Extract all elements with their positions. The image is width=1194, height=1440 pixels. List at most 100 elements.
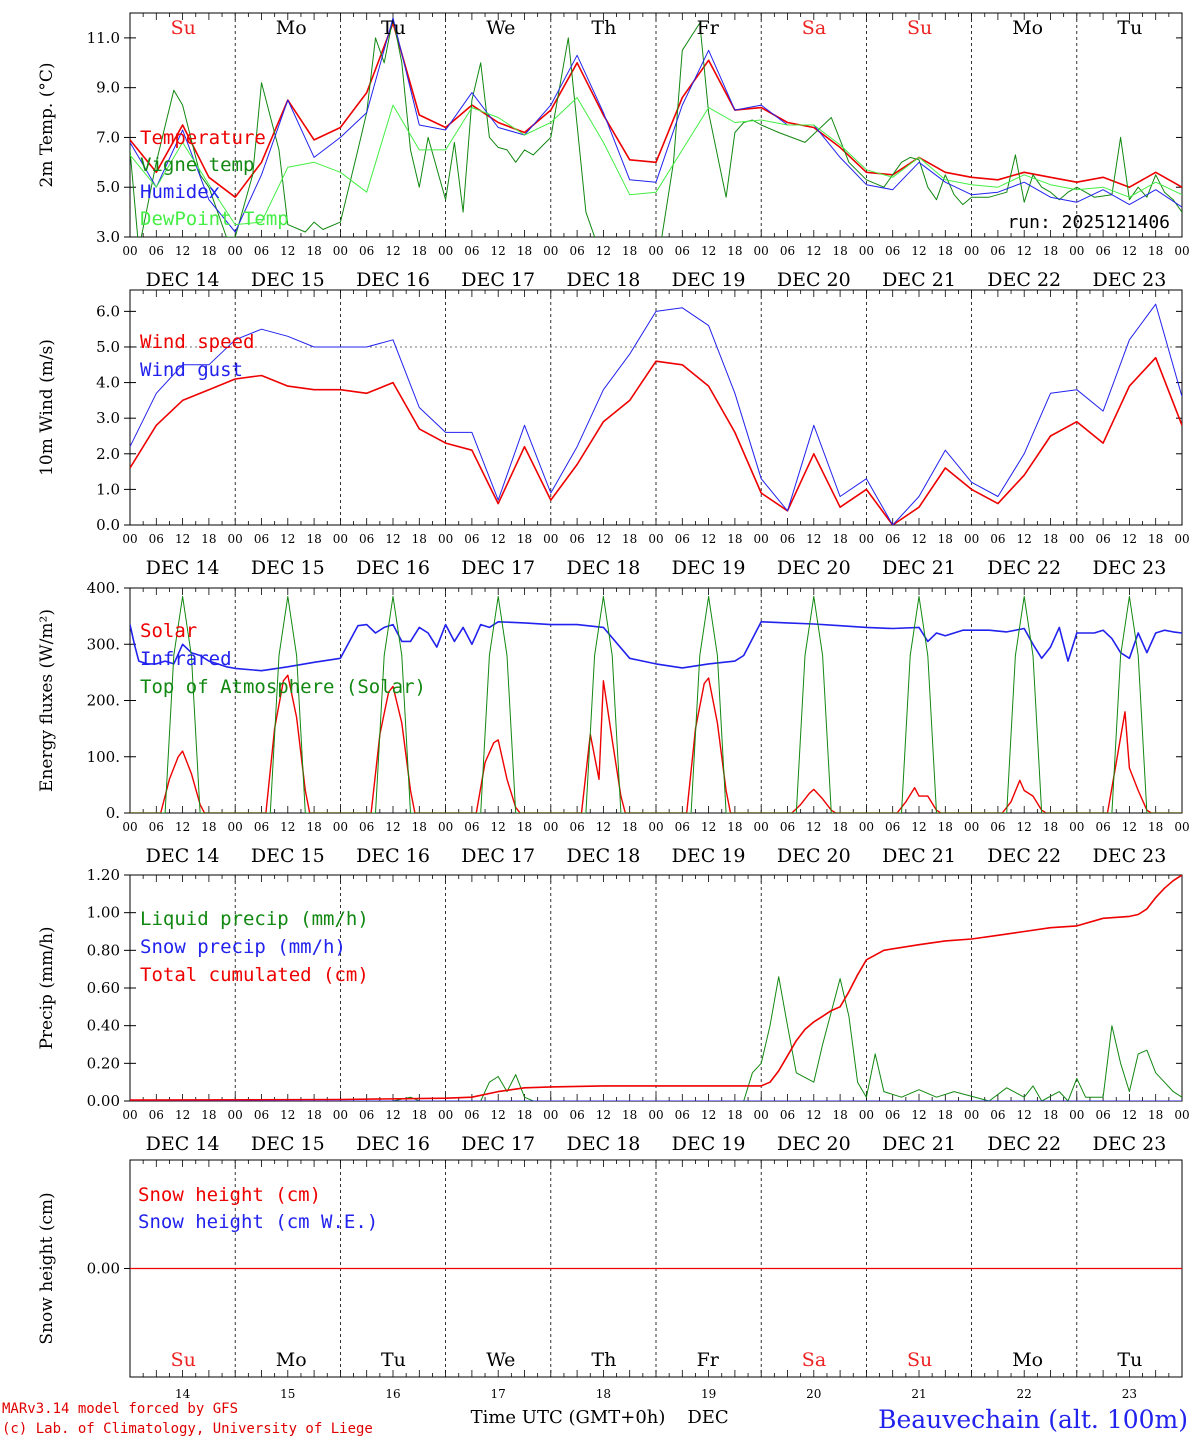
legend-entry: Total cumulated (cm) bbox=[140, 964, 369, 986]
hour-label: 00 bbox=[859, 820, 874, 834]
hour-label: 00 bbox=[964, 244, 979, 258]
panel-frame bbox=[129, 12, 1183, 238]
hour-label: 00 bbox=[1069, 244, 1084, 258]
date-label: DEC 20 bbox=[777, 557, 851, 579]
date-label: DEC 21 bbox=[882, 845, 956, 867]
hour-label: 12 bbox=[385, 244, 400, 258]
hour-label: 12 bbox=[280, 532, 295, 546]
hour-label: 06 bbox=[780, 1108, 795, 1122]
date-label: DEC 16 bbox=[356, 845, 430, 867]
day-of-week-label: Tu bbox=[1117, 1349, 1142, 1371]
y-tick-label: 6.0 bbox=[96, 302, 120, 320]
legend-entry: Top of Atmosphere (Solar) bbox=[140, 676, 426, 698]
hour-label: 18 bbox=[1043, 532, 1058, 546]
hour-label: 12 bbox=[1122, 1108, 1137, 1122]
y-axis-label: Precip (mm/h) bbox=[37, 926, 57, 1049]
date-label: DEC 15 bbox=[251, 269, 325, 291]
date-label: DEC 15 bbox=[251, 845, 325, 867]
hour-label: 06 bbox=[464, 532, 479, 546]
hour-label: 12 bbox=[175, 820, 190, 834]
hour-label: 18 bbox=[938, 244, 953, 258]
y-tick-label: 0. bbox=[106, 804, 120, 822]
hour-label: 12 bbox=[596, 1108, 611, 1122]
date-label: DEC 19 bbox=[672, 269, 746, 291]
y-tick-label: 400. bbox=[87, 579, 120, 597]
hour-label: 06 bbox=[885, 244, 900, 258]
legend-entry: Snow precip (mm/h) bbox=[140, 936, 346, 958]
dow-row-bottom: Su 14 Mo 15 Tu 16 We 17 Th 18 Fr 19 Sa 20 Su 21 Mo 22 Tu 23 bbox=[171, 1349, 1143, 1401]
hour-label: 06 bbox=[1095, 1108, 1110, 1122]
hour-label: 06 bbox=[359, 532, 374, 546]
hour-label: 06 bbox=[885, 532, 900, 546]
date-label: DEC 19 bbox=[672, 1133, 746, 1155]
y-tick-label: 5.0 bbox=[96, 338, 120, 356]
hour-label: 06 bbox=[569, 532, 584, 546]
hour-label: 12 bbox=[1122, 532, 1137, 546]
y-tick-label: 1.20 bbox=[87, 866, 120, 884]
legend-entry: Solar bbox=[140, 620, 197, 642]
series-group bbox=[130, 17, 1182, 237]
hour-label: 12 bbox=[1017, 820, 1032, 834]
hour-label: 12 bbox=[911, 244, 926, 258]
hour-label: 12 bbox=[701, 820, 716, 834]
series-line-infrared bbox=[130, 620, 1182, 672]
hour-label: 18 bbox=[1043, 244, 1058, 258]
y-tick-label: 0.00 bbox=[87, 1092, 120, 1110]
hour-label: 12 bbox=[1017, 532, 1032, 546]
series-line-top-of-atmosphere-solar- bbox=[130, 595, 1182, 813]
day-of-week-label: Mo bbox=[276, 17, 307, 39]
hour-label: 12 bbox=[280, 244, 295, 258]
hour-label: 00 bbox=[1069, 532, 1084, 546]
hour-label: 18 bbox=[832, 1108, 847, 1122]
hour-label: 06 bbox=[675, 1108, 690, 1122]
hour-label: 12 bbox=[806, 532, 821, 546]
hour-label: 12 bbox=[806, 244, 821, 258]
hour-label: 00 bbox=[859, 244, 874, 258]
hour-label: 00 bbox=[1174, 820, 1189, 834]
date-label: DEC 20 bbox=[777, 269, 851, 291]
y-tick-label: 1.00 bbox=[87, 904, 120, 922]
hour-label: 00 bbox=[648, 820, 663, 834]
y-tick-label: 0.40 bbox=[87, 1017, 120, 1035]
hour-label: 18 bbox=[622, 820, 637, 834]
hour-label: 06 bbox=[1095, 820, 1110, 834]
station-name: Beauvechain (alt. 100m) bbox=[878, 1405, 1188, 1434]
hour-label: 06 bbox=[359, 820, 374, 834]
hour-label: 00 bbox=[228, 820, 243, 834]
date-label: DEC 16 bbox=[356, 1133, 430, 1155]
legend-entry: Snow height (cm) bbox=[138, 1184, 321, 1206]
hour-label: 18 bbox=[832, 244, 847, 258]
hour-label: 12 bbox=[385, 532, 400, 546]
hour-label: 06 bbox=[149, 532, 164, 546]
y-tick-label: 200. bbox=[87, 692, 120, 710]
panel-wind: 0.0 1.0 2.0 3.0 4.0 5.0 6.0 10m Wind (m/s) Wind … bbox=[37, 289, 1190, 579]
day-of-week-label: Mo bbox=[276, 1349, 307, 1371]
hour-label: 06 bbox=[254, 532, 269, 546]
hour-label: 00 bbox=[122, 244, 137, 258]
hour-label: 12 bbox=[175, 532, 190, 546]
hour-label: 00 bbox=[543, 1108, 558, 1122]
hour-label: 18 bbox=[1148, 1108, 1163, 1122]
day-number-label: 23 bbox=[1122, 1387, 1137, 1401]
legend-entry: Wind gust bbox=[140, 359, 243, 381]
hour-label: 18 bbox=[412, 532, 427, 546]
date-label: DEC 18 bbox=[566, 269, 640, 291]
y-axis-label: Snow height (cm) bbox=[37, 1192, 57, 1344]
hour-label: 00 bbox=[754, 1108, 769, 1122]
hour-label: 18 bbox=[832, 820, 847, 834]
hour-label: 18 bbox=[938, 532, 953, 546]
hour-label: 18 bbox=[412, 244, 427, 258]
legend-entry: Wind speed bbox=[140, 331, 254, 353]
hour-label: 00 bbox=[1174, 532, 1189, 546]
hour-label: 18 bbox=[201, 244, 216, 258]
dow-row-top: Su Mo Tu We Th Fr Sa Su Mo Tu bbox=[171, 17, 1143, 39]
hour-label: 06 bbox=[990, 1108, 1005, 1122]
day-of-week-label: Th bbox=[591, 1349, 616, 1371]
run-label: run: 2025121406 bbox=[1007, 212, 1170, 233]
hour-label: 12 bbox=[491, 532, 506, 546]
day-of-week-label: Fr bbox=[697, 1349, 720, 1371]
hour-label: 06 bbox=[675, 532, 690, 546]
date-label: DEC 19 bbox=[672, 557, 746, 579]
hour-label: 00 bbox=[648, 1108, 663, 1122]
hour-label: 00 bbox=[754, 532, 769, 546]
